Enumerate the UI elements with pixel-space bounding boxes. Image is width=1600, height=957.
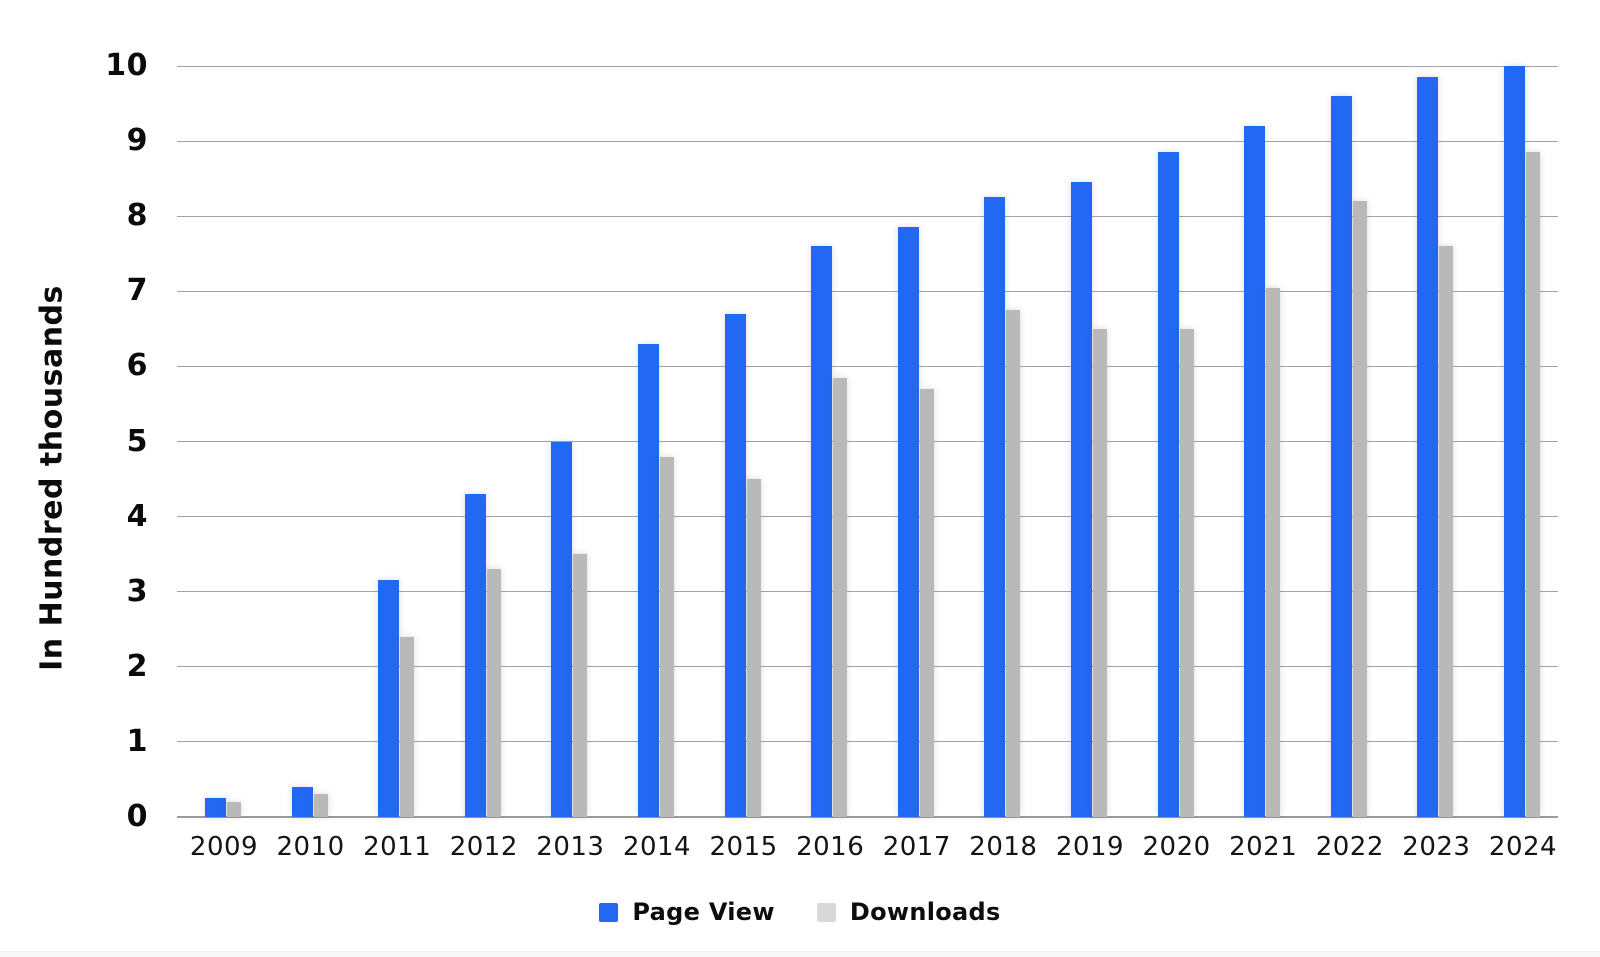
downloads-bar-2023 [1439,246,1454,817]
page-view-swatch-icon [599,902,619,922]
page-view-bar-2022 [1330,96,1352,817]
page-view-bar-2023 [1417,77,1439,817]
page-view-bar-2010 [291,786,313,817]
gridline-8 [177,215,1558,217]
x-axis-line [177,816,1558,818]
x-axis-labels: 2009 2010 2011 2012 2013 2014 2015 2016 2017 2018… [177,832,1558,872]
bottom-edge-strip [0,951,1600,957]
y-tick-label-5: 5 [126,423,148,459]
downloads-bar-2011 [400,636,415,817]
downloads-bar-2024 [1526,152,1540,817]
downloads-bar-2015 [746,479,761,817]
y-tick-label-9: 9 [126,123,148,159]
legend-label-page-view: Page View [632,898,775,926]
y-tick-label-8: 8 [126,198,148,234]
page-view-bar-2020 [1157,152,1179,817]
gridline-10 [177,65,1558,67]
page-view-bar-2012 [464,494,486,817]
y-tick-label-3: 3 [126,573,148,609]
legend-item-page-view: Page View [599,898,775,926]
downloads-bar-2020 [1179,328,1194,817]
y-tick-label-10: 10 [105,48,148,83]
gridline-3 [177,591,1558,593]
x-tick-label-2011: 2011 [363,832,432,862]
page-view-bar-2019 [1071,182,1092,817]
gridline-7 [177,290,1558,292]
x-tick-label-2013: 2013 [536,832,605,862]
x-tick-label-2023: 2023 [1402,832,1471,862]
downloads-bar-2017 [919,388,934,817]
x-tick-label-2022: 2022 [1315,832,1384,862]
page-view-bar-2024 [1504,66,1525,817]
y-tick-label-6: 6 [126,348,148,384]
gridline-9 [177,140,1558,142]
gridline-6 [177,365,1558,367]
gridline-1 [177,741,1558,743]
x-tick-label-2010: 2010 [276,832,345,862]
y-tick-label-0: 0 [126,799,148,834]
page-view-bar-2013 [551,441,573,817]
y-tick-label-4: 4 [126,498,148,534]
page-view-bar-2015 [724,313,746,817]
page-view-bar-2021 [1244,126,1266,817]
x-tick-label-2018: 2018 [969,832,1038,862]
y-axis-ticks: 0 1 2 3 4 5 6 7 8 9 10 [0,48,160,834]
x-tick-label-2024: 2024 [1488,832,1558,862]
downloads-bar-2010 [313,794,328,817]
gridline-5 [177,441,1558,442]
gridline-2 [177,666,1558,668]
x-tick-label-2015: 2015 [709,832,778,862]
downloads-bar-2018 [1006,310,1021,817]
y-tick-label-2: 2 [126,648,148,684]
x-tick-label-2014: 2014 [622,832,692,862]
page-view-bar-2014 [638,343,659,817]
page-view-bar-2011 [378,580,400,817]
downloads-bar-2022 [1352,201,1367,817]
y-tick-label-7: 7 [126,273,148,309]
page-view-bar-2009 [205,798,226,817]
x-tick-label-2021: 2021 [1229,832,1298,862]
gridline-4 [177,516,1558,518]
x-tick-label-2009: 2009 [189,832,259,862]
downloads-bar-2021 [1266,287,1281,817]
downloads-bar-2012 [486,569,501,817]
x-tick-label-2020: 2020 [1142,832,1211,862]
downloads-bar-2009 [227,801,241,817]
x-tick-label-2016: 2016 [796,832,865,862]
page-view-bar-2016 [811,246,833,817]
x-tick-label-2019: 2019 [1055,832,1125,862]
page-view-bar-2017 [897,227,919,817]
plot-area [177,65,1558,818]
downloads-bar-2013 [573,554,588,817]
x-tick-label-2017: 2017 [882,832,951,862]
downloads-bar-2019 [1093,328,1107,817]
downloads-bar-2016 [833,377,848,817]
legend-label-downloads: Downloads [849,898,1001,926]
y-tick-label-1: 1 [126,723,148,759]
legend: Page View Downloads [0,898,1600,926]
page-view-bar-2018 [984,197,1006,817]
downloads-bar-2014 [660,456,674,817]
downloads-swatch-icon [816,902,836,922]
x-tick-label-2012: 2012 [449,832,518,862]
legend-item-downloads: Downloads [816,898,1001,926]
